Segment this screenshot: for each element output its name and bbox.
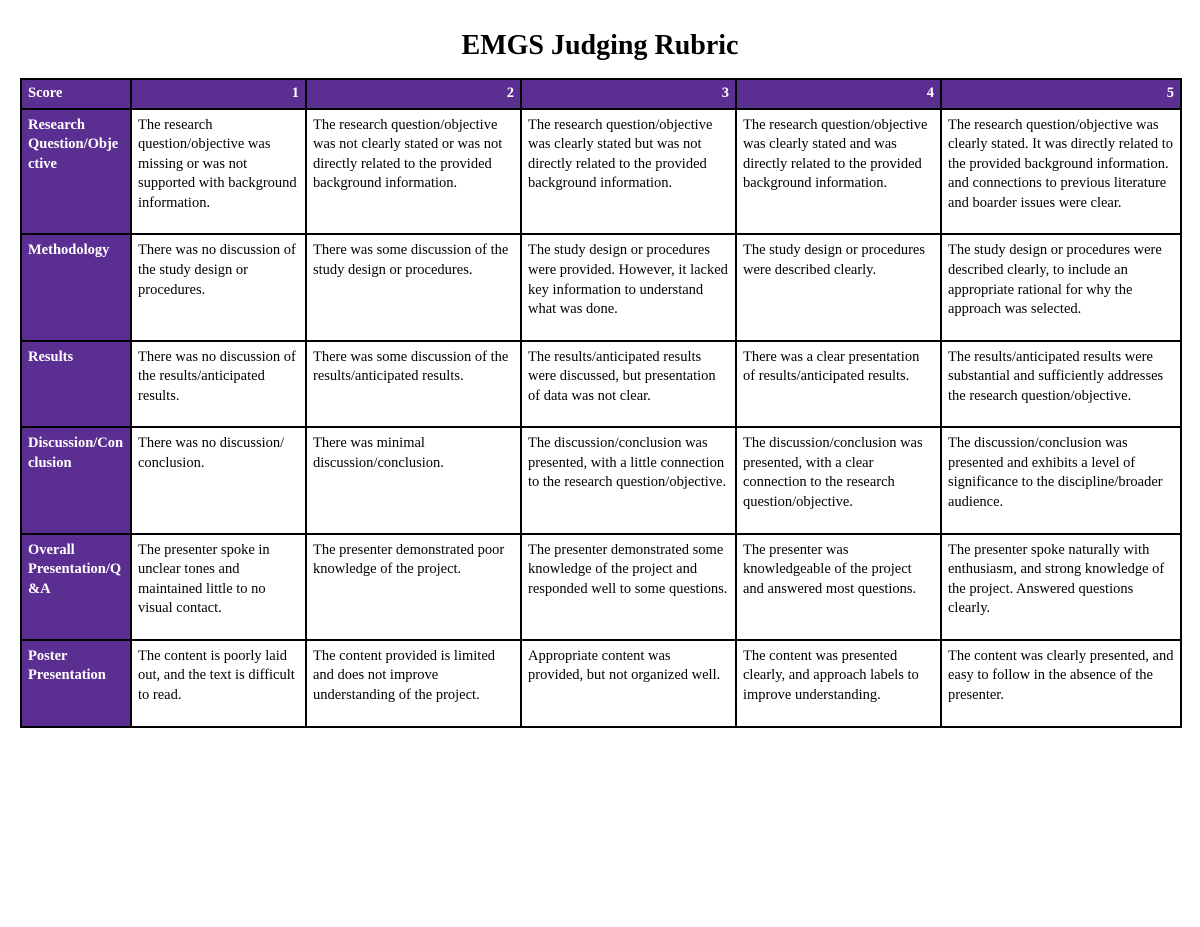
row-cell: The presenter spoke in unclear tones and… (131, 534, 306, 640)
row-cell: The presenter demonstrated poor knowledg… (306, 534, 521, 640)
row-cell: The discussion/conclusion was presented … (941, 427, 1181, 533)
row-cell: The content is poorly laid out, and the … (131, 640, 306, 727)
row-cell: The research question/objective was clea… (521, 109, 736, 235)
table-header-row: Score 1 2 3 4 5 (21, 79, 1181, 109)
table-row: Results There was no discussion of the r… (21, 341, 1181, 428)
row-cell: The content provided is limited and does… (306, 640, 521, 727)
row-cell: There was no discussion/ conclusion. (131, 427, 306, 533)
header-score-3: 3 (521, 79, 736, 109)
row-cell: There was some discussion of the results… (306, 341, 521, 428)
row-cell: There was minimal discussion/conclusion. (306, 427, 521, 533)
row-cell: The presenter was knowledgeable of the p… (736, 534, 941, 640)
page-title: EMGS Judging Rubric (20, 30, 1180, 62)
row-cell: The study design or procedures were desc… (941, 234, 1181, 340)
table-row: Methodology There was no discussion of t… (21, 234, 1181, 340)
header-score-4: 4 (736, 79, 941, 109)
table-row: Research Question/Objective The research… (21, 109, 1181, 235)
header-score-5: 5 (941, 79, 1181, 109)
row-category: Overall Presentation/Q&A (21, 534, 131, 640)
row-cell: The research question/objective was miss… (131, 109, 306, 235)
row-cell: The presenter demonstrated some knowledg… (521, 534, 736, 640)
table-row: Discussion/Conclusion There was no discu… (21, 427, 1181, 533)
row-cell: The discussion/conclusion was presented,… (521, 427, 736, 533)
header-score-label: Score (21, 79, 131, 109)
row-cell: The presenter spoke naturally with enthu… (941, 534, 1181, 640)
row-category: Methodology (21, 234, 131, 340)
rubric-table: Score 1 2 3 4 5 Research Question/Object… (20, 78, 1182, 728)
row-cell: The research question/objective was clea… (736, 109, 941, 235)
row-category: Discussion/Conclusion (21, 427, 131, 533)
row-cell: There was some discussion of the study d… (306, 234, 521, 340)
row-cell: There was no discussion of the study des… (131, 234, 306, 340)
header-score-2: 2 (306, 79, 521, 109)
header-score-1: 1 (131, 79, 306, 109)
row-category: Research Question/Objective (21, 109, 131, 235)
row-cell: There was no discussion of the results/a… (131, 341, 306, 428)
row-cell: The discussion/conclusion was presented,… (736, 427, 941, 533)
row-cell: The study design or procedures were prov… (521, 234, 736, 340)
table-row: Overall Presentation/Q&A The presenter s… (21, 534, 1181, 640)
row-cell: The results/anticipated results were sub… (941, 341, 1181, 428)
row-cell: There was a clear presentation of result… (736, 341, 941, 428)
row-category: Results (21, 341, 131, 428)
row-cell: The results/anticipated results were dis… (521, 341, 736, 428)
row-category: Poster Presentation (21, 640, 131, 727)
row-cell: The research question/objective was not … (306, 109, 521, 235)
table-row: Poster Presentation The content is poorl… (21, 640, 1181, 727)
row-cell: The study design or procedures were desc… (736, 234, 941, 340)
row-cell: The content was clearly presented, and e… (941, 640, 1181, 727)
row-cell: The research question/objective was clea… (941, 109, 1181, 235)
row-cell: The content was presented clearly, and a… (736, 640, 941, 727)
row-cell: Appropriate content was provided, but no… (521, 640, 736, 727)
